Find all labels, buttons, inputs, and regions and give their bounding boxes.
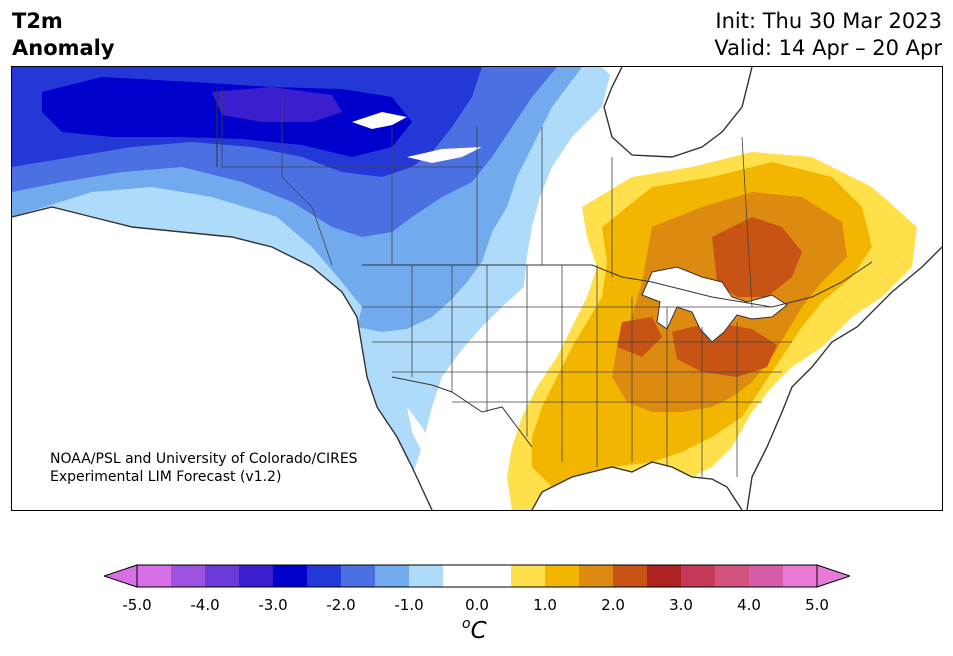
gulf-of-california <box>407 407 442 472</box>
arctic-islands <box>602 67 942 142</box>
coastline-gulf <box>531 461 743 510</box>
coastline <box>12 206 433 510</box>
unit-letter: C <box>470 618 487 644</box>
state-borders <box>362 265 792 477</box>
title-line-anomaly: Anomaly <box>12 36 115 60</box>
valid-range: Valid: 14 Apr – 20 Apr <box>714 36 942 60</box>
map-panel: NOAA/PSL and University of Colorado/CIRE… <box>11 66 943 511</box>
colorbar-swatch <box>137 565 172 587</box>
colorbar-swatch <box>171 565 206 587</box>
us-canada-border <box>362 261 873 308</box>
colorbar-swatch <box>409 565 444 587</box>
colorbar-ticks: -5.0 -4.0 -3.0 -2.0 -1.0 0.0 1.0 2.0 3.0 4.0 5.0 <box>0 596 953 616</box>
colorbar-unit: oC <box>462 616 487 644</box>
colorbar-swatch <box>647 565 682 587</box>
colorbar-swatch <box>579 565 614 587</box>
colorbar-swatch <box>307 565 342 587</box>
credit-text: NOAA/PSL and University of Colorado/CIRE… <box>50 450 358 486</box>
colorbar-swatch <box>613 565 648 587</box>
colorbar-swatch <box>375 565 410 587</box>
contour-dark-orange-sw <box>617 317 662 357</box>
colorbar-tick-label: -2.0 <box>326 596 356 614</box>
atlantic-ocean <box>747 247 942 510</box>
colorbar-swatch <box>783 565 818 587</box>
colorbar-tick-label: 2.0 <box>601 596 625 614</box>
colorbar-tick-label: 5.0 <box>805 596 829 614</box>
unit-degree: o <box>462 616 471 632</box>
colorbar-tick-label: -5.0 <box>122 596 152 614</box>
colorbar-swatch <box>205 565 240 587</box>
great-slave-lake <box>407 147 482 163</box>
colorbar-extend-low <box>102 564 138 588</box>
hudson-bay <box>604 67 752 157</box>
colorbar-tick-label: 1.0 <box>533 596 557 614</box>
province-borders <box>221 87 753 308</box>
credit-line-1: NOAA/PSL and University of Colorado/CIRE… <box>50 451 358 467</box>
colorbar-svg <box>102 564 852 588</box>
great-lakes <box>641 266 788 343</box>
colorbar-swatch <box>749 565 784 587</box>
colorbar <box>102 563 852 589</box>
contour-neutral-plains <box>392 157 622 510</box>
great-bear-lake <box>352 112 407 129</box>
colorbar-swatch <box>511 565 546 587</box>
colorbar-swatch <box>239 565 274 587</box>
colorbar-outline <box>136 564 818 588</box>
title-line-variable: T2m <box>12 9 63 33</box>
contour-dark-orange-ohio <box>672 322 777 377</box>
colorbar-swatch <box>341 565 376 587</box>
colorbar-tick-label: -3.0 <box>258 596 288 614</box>
colorbar-swatch <box>681 565 716 587</box>
colorbar-extend-high <box>816 564 852 588</box>
colorbar-swatch <box>477 565 512 587</box>
coastline-east <box>746 246 942 510</box>
colorbar-swatch <box>715 565 750 587</box>
colorbar-swatch <box>443 565 478 587</box>
forecast-dates: Init: Thu 30 Mar 2023 Valid: 14 Apr – 20… <box>714 8 942 62</box>
init-date: Init: Thu 30 Mar 2023 <box>715 9 942 33</box>
colorbar-tick-label: 0.0 <box>465 596 489 614</box>
coastline-hudson <box>603 67 753 158</box>
colorbar-tick-label: -4.0 <box>190 596 220 614</box>
us-mexico-border <box>391 376 533 448</box>
credit-line-2: Experimental LIM Forecast (v1.2) <box>50 469 282 485</box>
colorbar-tick-label: 3.0 <box>669 596 693 614</box>
colorbar-tick-label: -1.0 <box>394 596 424 614</box>
contour-blue-5 <box>212 87 342 122</box>
chart-title: T2m Anomaly <box>12 8 115 62</box>
anomaly-map <box>12 67 942 510</box>
colorbar-swatch <box>545 565 580 587</box>
contour-dark-orange-north <box>712 217 802 297</box>
colorbar-swatch <box>273 565 308 587</box>
pacific-ocean <box>12 207 432 510</box>
colorbar-tick-label: 4.0 <box>737 596 761 614</box>
